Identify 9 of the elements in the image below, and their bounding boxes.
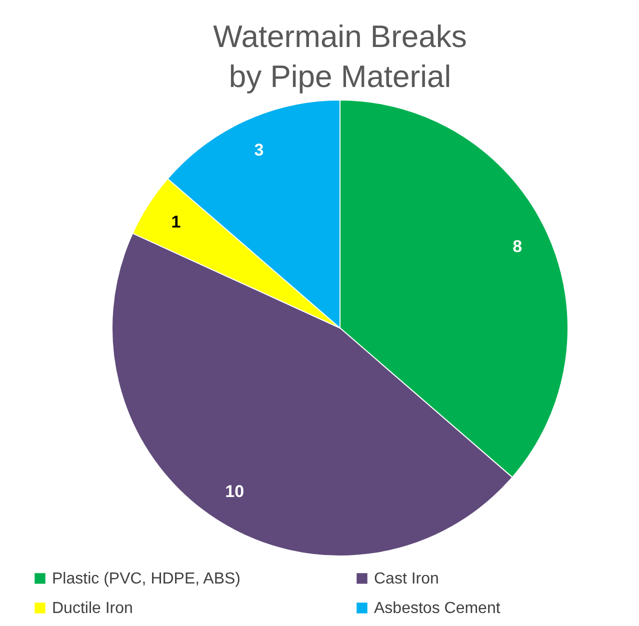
chart-title: Watermain Breaks by Pipe Material xyxy=(213,19,467,94)
data-label: 3 xyxy=(254,140,264,160)
legend-label: Plastic (PVC, HDPE, ABS) xyxy=(52,570,240,588)
legend-label: Ductile Iron xyxy=(52,600,133,617)
data-label: 10 xyxy=(225,482,244,502)
legend-label: Asbestos Cement xyxy=(374,600,501,617)
data-label: 1 xyxy=(171,212,181,232)
data-label: 8 xyxy=(512,236,522,256)
legend-label: Cast Iron xyxy=(374,570,439,588)
